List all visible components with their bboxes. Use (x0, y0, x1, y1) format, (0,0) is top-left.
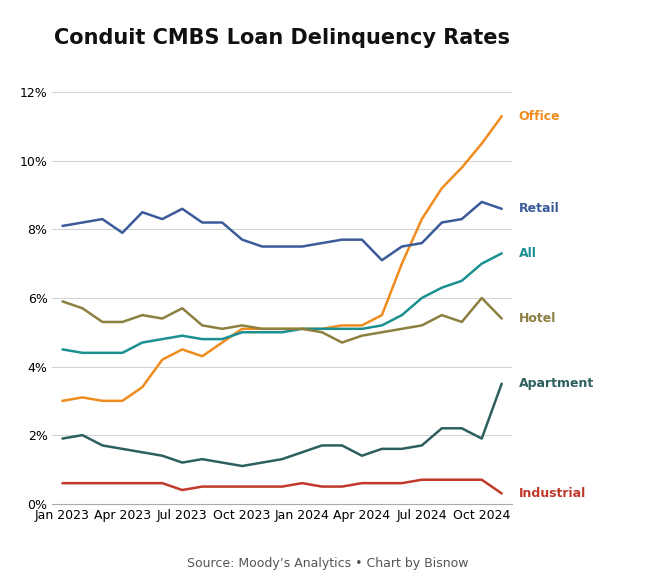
Title: Conduit CMBS Loan Delinquency Rates: Conduit CMBS Loan Delinquency Rates (54, 28, 510, 48)
Text: Apartment: Apartment (519, 377, 594, 390)
Text: Source: Moody’s Analytics • Chart by Bisnow: Source: Moody’s Analytics • Chart by Bis… (187, 558, 469, 570)
Text: Hotel: Hotel (519, 312, 556, 325)
Text: All: All (519, 247, 537, 260)
Text: Office: Office (519, 109, 560, 123)
Text: Industrial: Industrial (519, 487, 586, 500)
Text: Retail: Retail (519, 202, 560, 215)
